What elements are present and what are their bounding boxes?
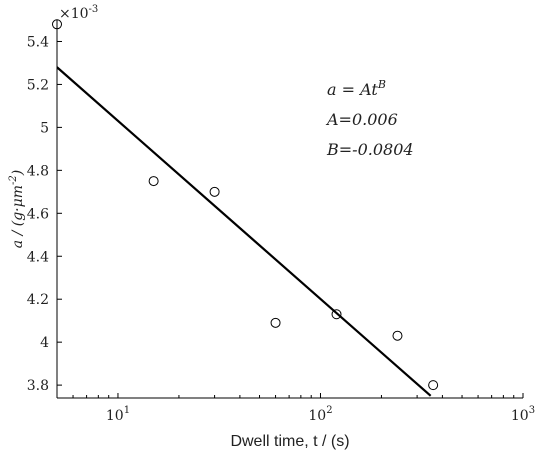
data-point xyxy=(392,330,403,341)
y-tick-label: 4.2 xyxy=(27,292,49,308)
x-tick-base: 10 xyxy=(511,408,529,424)
annotation-text: a = At xyxy=(327,80,378,99)
y-exponent: ×10-3 xyxy=(59,4,98,22)
y-tick-label: 4 xyxy=(40,335,49,351)
data-point xyxy=(428,380,439,391)
x-tick-label: 103 xyxy=(511,405,535,424)
x-tick-exp: 3 xyxy=(529,405,535,416)
x-tick-label: 101 xyxy=(106,405,130,424)
data-point xyxy=(331,309,342,320)
x-tick-exp: 2 xyxy=(326,405,332,416)
y-tick-label: 5.4 xyxy=(27,34,49,50)
y-label-tail: ) xyxy=(10,170,26,176)
x-axis-label: Dwell time, t / (s) xyxy=(230,433,349,450)
annotation: a = AtB xyxy=(327,78,386,99)
annotation: A=0.006 xyxy=(325,110,398,129)
y-exp-base: ×10 xyxy=(59,6,89,22)
data-point xyxy=(209,186,220,197)
data-point xyxy=(52,19,62,30)
y-axis-label: a / (g·μm-2) xyxy=(8,170,26,248)
x-tick-label: 102 xyxy=(308,405,332,424)
y-tick-label: 4.4 xyxy=(27,249,49,265)
x-tick-exp: 1 xyxy=(124,405,130,416)
y-exp-sup: -3 xyxy=(89,4,99,15)
y-tick-label: 5.2 xyxy=(27,77,49,93)
y-label-sup: -2 xyxy=(8,175,19,185)
y-tick-label: 4.8 xyxy=(27,163,49,179)
x-tick-base: 10 xyxy=(106,408,124,424)
y-tick-label: 4.6 xyxy=(27,206,49,222)
x-tick-base: 10 xyxy=(308,408,326,424)
y-tick-label: 3.8 xyxy=(27,378,49,394)
annotation-sup: B xyxy=(377,78,386,91)
annotation-text: A=0.006 xyxy=(325,110,398,129)
y-label-main: a / (g·μm xyxy=(10,185,26,248)
data-point xyxy=(270,317,281,328)
annotation: B=-0.0804 xyxy=(326,140,414,159)
y-tick-label: 5 xyxy=(40,120,49,136)
annotation-text: B=-0.0804 xyxy=(326,140,414,159)
fit-line xyxy=(57,66,432,397)
data-point xyxy=(148,176,159,187)
